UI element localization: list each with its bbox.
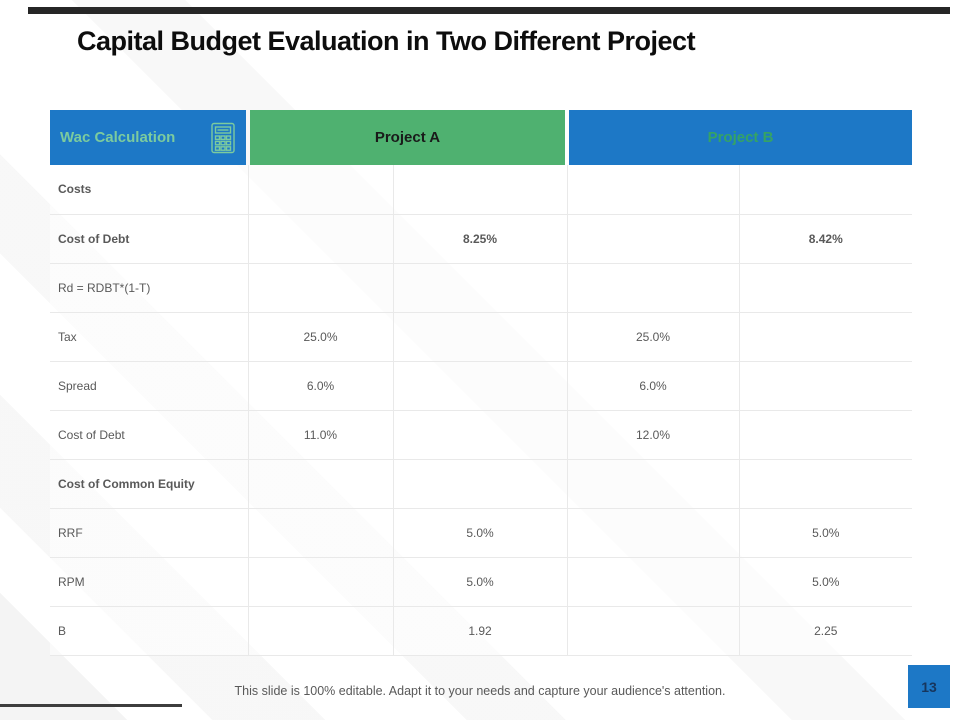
row-label: Costs [50, 165, 249, 215]
row-label: Tax [50, 311, 249, 362]
row-value: 25.0% [566, 311, 740, 362]
row-label: Rd = RDBT*(1-T) [50, 262, 249, 313]
row-value: 8.25% [392, 213, 568, 264]
row-value [566, 262, 740, 313]
row-value: 1.92 [392, 605, 568, 656]
row-value [738, 165, 912, 215]
row-value [392, 262, 568, 313]
table-row: Cost of Debt 11.0% 12.0% [50, 409, 912, 460]
row-value [738, 458, 912, 509]
row-value [566, 556, 740, 607]
row-label: B [50, 605, 249, 656]
row-value: 5.0% [392, 507, 568, 558]
row-label: Spread [50, 360, 249, 411]
table-row: RPM 5.0% 5.0% [50, 556, 912, 607]
row-value [392, 360, 568, 411]
table-row: B 1.92 2.25 [50, 605, 912, 656]
row-value: 5.0% [392, 556, 568, 607]
calculator-icon [210, 122, 236, 154]
wacc-data-grid: Costs Cost of Debt 8.25% 8.42% Rd = RDBT*(1-… [50, 165, 912, 656]
row-label: Cost of Debt [50, 213, 249, 264]
header-project-b: Project B [569, 110, 912, 165]
row-value: 2.25 [738, 605, 912, 656]
wacc-table: Wac Calculation [50, 110, 912, 656]
header-wac-label: Wac Calculation [60, 129, 176, 146]
page-number-badge: 13 [908, 665, 950, 708]
row-value [392, 165, 568, 215]
table-row: Cost of Debt 8.25% 8.42% [50, 213, 912, 264]
row-value [392, 458, 568, 509]
header-project-a: Project A [250, 110, 565, 165]
footer-note: This slide is 100% editable. Adapt it to… [234, 684, 726, 698]
row-value: 11.0% [247, 409, 394, 460]
row-label: RRF [50, 507, 249, 558]
table-row: Tax 25.0% 25.0% [50, 311, 912, 362]
row-value [247, 605, 394, 656]
row-value [566, 213, 740, 264]
row-value [247, 165, 394, 215]
row-value [738, 311, 912, 362]
page-title: Capital Budget Evaluation in Two Differe… [77, 26, 696, 56]
row-value [566, 507, 740, 558]
row-value [738, 360, 912, 411]
row-value: 6.0% [566, 360, 740, 411]
row-value [247, 458, 394, 509]
row-label: Cost of Common Equity [50, 458, 249, 509]
row-value [247, 262, 394, 313]
table-row: Spread 6.0% 6.0% [50, 360, 912, 411]
table-row: Cost of Common Equity [50, 458, 912, 509]
row-value [566, 165, 740, 215]
row-value: 12.0% [566, 409, 740, 460]
row-label: Cost of Debt [50, 409, 249, 460]
bottom-accent-line [0, 704, 182, 707]
table-row: Costs [50, 165, 912, 215]
row-value [566, 605, 740, 656]
row-value: 5.0% [738, 556, 912, 607]
row-value [392, 311, 568, 362]
row-value [738, 409, 912, 460]
row-value: 6.0% [247, 360, 394, 411]
row-value [247, 556, 394, 607]
row-label: RPM [50, 556, 249, 607]
top-accent-bar [28, 7, 950, 14]
row-value [566, 458, 740, 509]
row-value [247, 507, 394, 558]
wacc-table-body: Costs Cost of Debt 8.25% 8.42% Rd = RDBT*(1-… [50, 165, 912, 656]
row-value: 25.0% [247, 311, 394, 362]
wacc-table-header: Wac Calculation [50, 110, 912, 165]
row-value: 8.42% [738, 213, 912, 264]
table-row: Rd = RDBT*(1-T) [50, 262, 912, 313]
header-wac-calculation: Wac Calculation [50, 110, 246, 165]
table-row: RRF 5.0% 5.0% [50, 507, 912, 558]
row-value: 5.0% [738, 507, 912, 558]
row-value [247, 213, 394, 264]
row-value [392, 409, 568, 460]
row-value [738, 262, 912, 313]
